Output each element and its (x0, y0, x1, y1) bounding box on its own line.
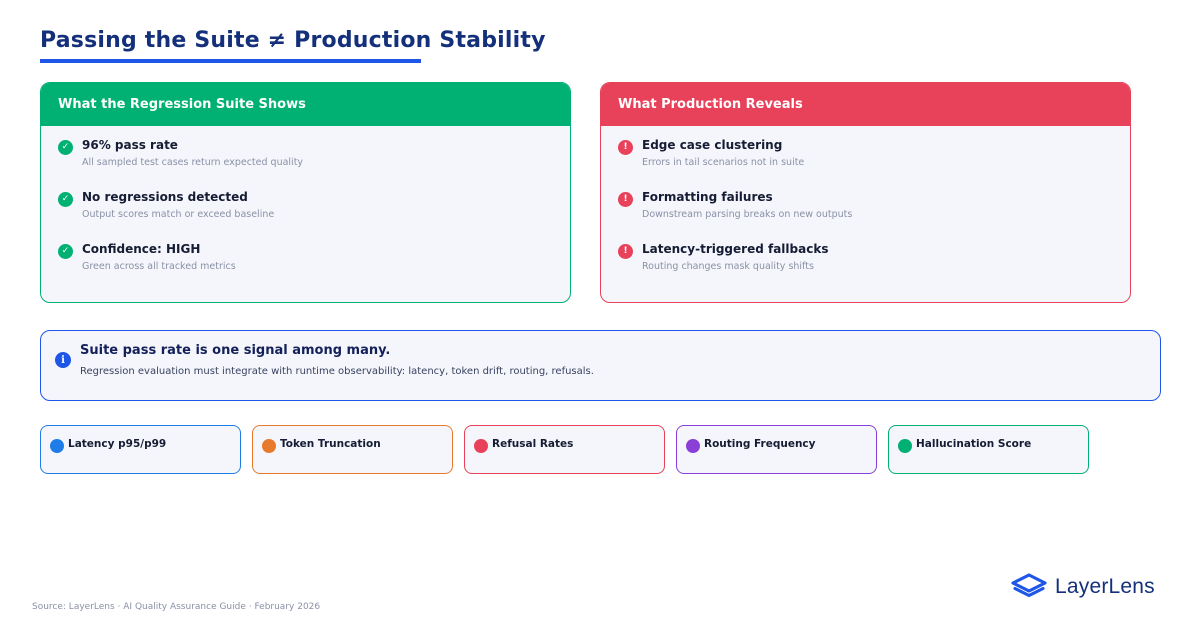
suite-item-title: 96% pass rate (82, 138, 178, 152)
title-underline (40, 59, 421, 63)
suite-item-subtitle: Green across all tracked metrics (82, 261, 236, 272)
production-item-subtitle: Downstream parsing breaks on new outputs (642, 209, 853, 220)
page-title-wrap: Passing the Suite ≠ Production Stability (40, 28, 546, 53)
hexagon-dot-icon (686, 439, 700, 453)
signal-chip-refusal-rates: Refusal Rates (464, 425, 665, 474)
suite-item-title: Confidence: HIGH (82, 242, 201, 256)
source-footer: Source: LayerLens · AI Quality Assurance… (32, 602, 321, 612)
layers-logo-icon (1011, 573, 1047, 598)
alert-icon: ! (618, 244, 633, 259)
signal-chip-label: Routing Frequency (704, 438, 816, 450)
callout-text: Regression evaluation must integrate wit… (80, 366, 594, 377)
production-item-title: Latency-triggered fallbacks (642, 242, 829, 256)
insight-callout: i Suite pass rate is one signal among ma… (40, 330, 1161, 401)
brand-name: LayerLens (1055, 575, 1155, 598)
production-item-subtitle: Errors in tail scenarios not in suite (642, 157, 805, 168)
hexagon-dot-icon (262, 439, 276, 453)
alert-icon: ! (618, 140, 633, 155)
hexagon-dot-icon (474, 439, 488, 453)
info-icon: i (55, 352, 71, 368)
production-item-subtitle: Routing changes mask quality shifts (642, 261, 814, 272)
signal-chip-label: Refusal Rates (492, 438, 574, 450)
suite-item-title: No regressions detected (82, 190, 248, 204)
production-item-title: Edge case clustering (642, 138, 783, 152)
signal-chip-label: Hallucination Score (916, 438, 1032, 450)
signal-chip-label: Token Truncation (280, 438, 381, 450)
suite-item-subtitle: All sampled test cases return expected q… (82, 157, 304, 168)
check-icon: ✓ (58, 192, 73, 207)
suite-panel-header: What the Regression Suite Shows (41, 83, 570, 126)
production-panel-header: What Production Reveals (601, 83, 1130, 126)
check-icon: ✓ (58, 140, 73, 155)
signal-chip-hallucination-score: Hallucination Score (888, 425, 1089, 474)
callout-title: Suite pass rate is one signal among many… (80, 343, 391, 358)
brand-logo: LayerLens (1011, 573, 1155, 601)
signal-chip-latency: Latency p95/p99 (40, 425, 241, 474)
production-panel: What Production Reveals ! Edge case clus… (600, 82, 1131, 303)
signal-chip-token-truncation: Token Truncation (252, 425, 453, 474)
signal-chip-routing-frequency: Routing Frequency (676, 425, 877, 474)
hexagon-dot-icon (898, 439, 912, 453)
page-title: Passing the Suite ≠ Production Stability (40, 28, 546, 53)
hexagon-dot-icon (50, 439, 64, 453)
suite-item-subtitle: Output scores match or exceed baseline (82, 209, 275, 220)
production-item-title: Formatting failures (642, 190, 773, 204)
check-icon: ✓ (58, 244, 73, 259)
signal-chip-label: Latency p95/p99 (68, 438, 167, 450)
suite-panel: What the Regression Suite Shows ✓ 96% pa… (40, 82, 571, 303)
alert-icon: ! (618, 192, 633, 207)
